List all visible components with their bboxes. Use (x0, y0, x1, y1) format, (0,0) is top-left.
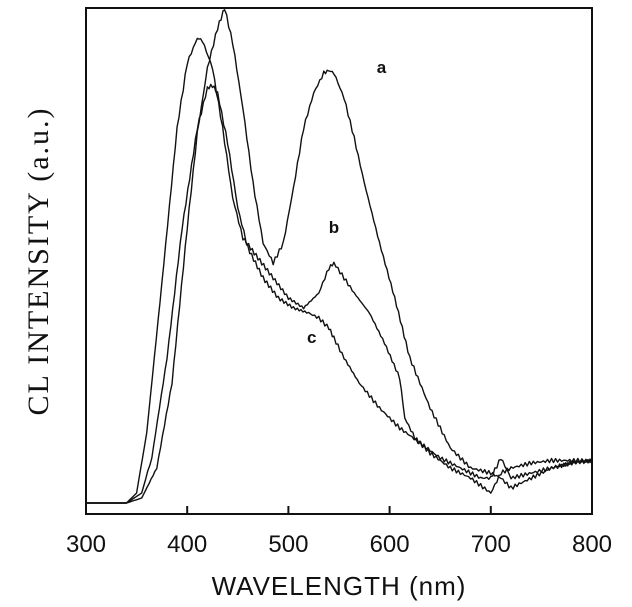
series-labels: a b c (307, 58, 387, 347)
series-line-c (86, 83, 593, 504)
x-ticks (85, 506, 593, 514)
x-tick-label-600: 600 (370, 531, 410, 558)
x-tick-label-800: 800 (572, 531, 612, 558)
x-tick-label-300: 300 (66, 531, 106, 558)
x-tick-label-400: 400 (167, 531, 207, 558)
x-tick-labels: 300 400 500 600 700 800 (66, 531, 612, 558)
x-tick-label-500: 500 (268, 531, 308, 558)
x-tick-label-700: 700 (471, 531, 511, 558)
y-axis-title: CL INTENSITY (a.u.) (22, 106, 55, 415)
series-label-a: a (377, 58, 387, 77)
series-label-b: b (329, 218, 339, 237)
series-line-b (86, 37, 593, 504)
series-line-a (86, 9, 593, 504)
x-axis-title: WAVELENGTH (nm) (212, 571, 467, 601)
series-lines (86, 9, 593, 504)
plot-frame (85, 7, 593, 515)
series-label-c: c (307, 328, 316, 347)
